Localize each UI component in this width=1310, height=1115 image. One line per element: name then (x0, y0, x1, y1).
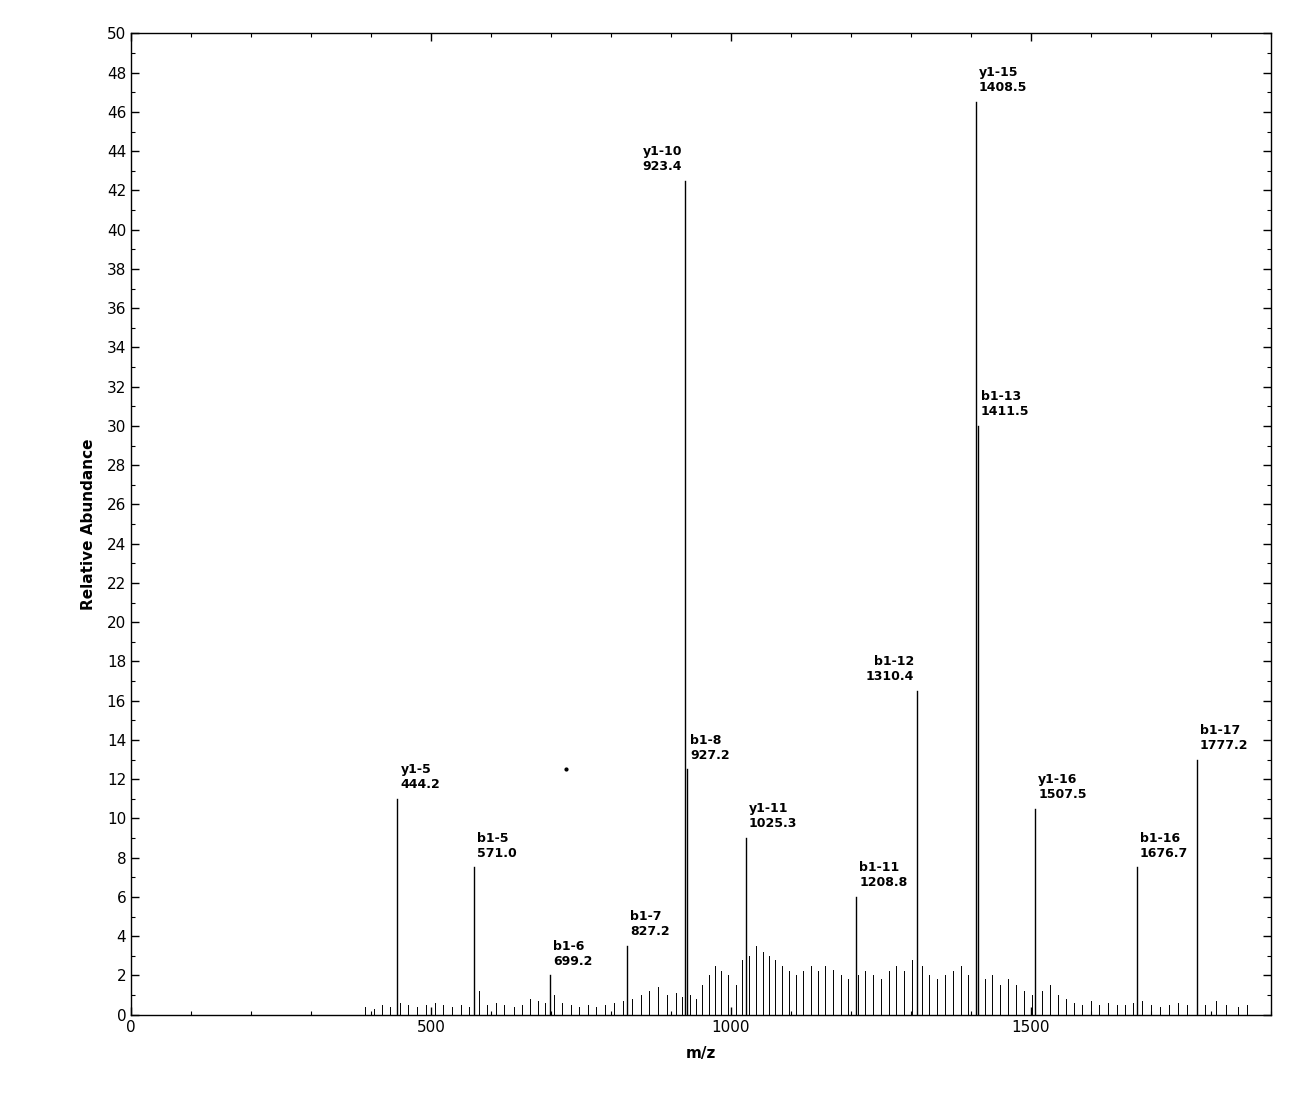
X-axis label: m/z: m/z (685, 1046, 717, 1060)
Text: b1-8
927.2: b1-8 927.2 (690, 734, 730, 762)
Text: b1-17
1777.2: b1-17 1777.2 (1200, 724, 1248, 752)
Text: b1-16
1676.7: b1-16 1676.7 (1140, 832, 1188, 860)
Text: b1-6
699.2: b1-6 699.2 (553, 940, 593, 968)
Text: y1-16
1507.5: y1-16 1507.5 (1039, 773, 1087, 801)
Text: y1-11
1025.3: y1-11 1025.3 (749, 802, 798, 831)
Text: b1-5
571.0: b1-5 571.0 (477, 832, 516, 860)
Text: y1-10
923.4: y1-10 923.4 (642, 145, 683, 173)
Text: b1-13
1411.5: b1-13 1411.5 (981, 390, 1030, 418)
Text: b1-7
827.2: b1-7 827.2 (630, 910, 669, 938)
Y-axis label: Relative Abundance: Relative Abundance (80, 438, 96, 610)
Text: b1-12
1310.4: b1-12 1310.4 (866, 655, 914, 683)
Text: b1-11
1208.8: b1-11 1208.8 (859, 861, 908, 889)
Text: y1-5
444.2: y1-5 444.2 (401, 763, 440, 791)
Text: y1-15
1408.5: y1-15 1408.5 (979, 66, 1027, 95)
